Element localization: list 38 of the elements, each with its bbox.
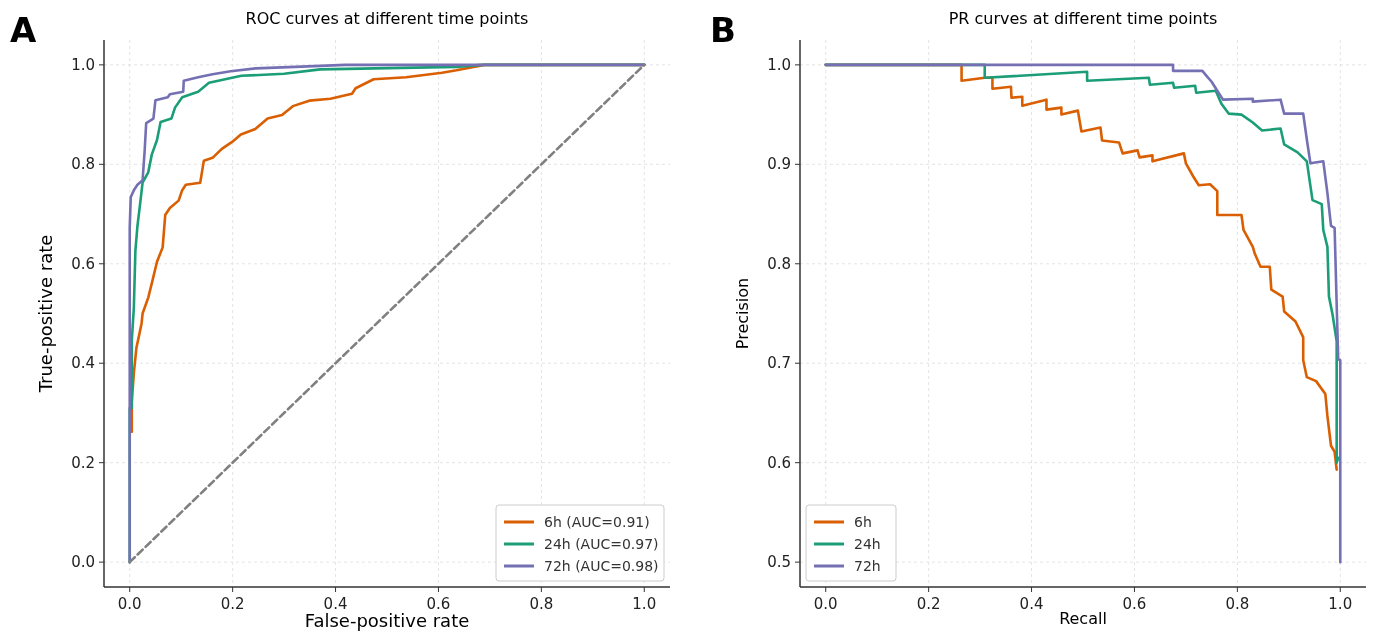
legend-label: 6h (AUC=0.91): [544, 514, 650, 530]
legend-label: 6h: [854, 514, 872, 530]
chart-title: PR curves at different time points: [948, 9, 1218, 28]
y-axis-title: Precision: [733, 277, 752, 350]
x-tick-label: 0.2: [916, 595, 941, 613]
x-tick-label: 0.4: [1019, 595, 1044, 613]
y-axis-title: True-positive rate: [35, 234, 56, 394]
x-tick-label: 0.0: [813, 595, 838, 613]
x-tick-label: 1.0: [1328, 595, 1353, 613]
y-tick-label: 0.4: [71, 354, 95, 373]
y-tick-label: 0.0: [71, 553, 95, 572]
y-tick-label: 0.9: [767, 155, 791, 174]
x-tick-label: 1.0: [632, 595, 657, 613]
y-tick-label: 0.8: [71, 155, 95, 174]
x-tick-label: 0.6: [1122, 595, 1147, 613]
y-tick-label: 0.8: [767, 254, 791, 273]
x-tick-label: 0.8: [529, 595, 554, 613]
y-tick-label: 0.6: [71, 254, 95, 273]
text: A: [10, 10, 37, 50]
y-tick-label: 0.6: [767, 453, 791, 472]
x-axis-title: Recall: [1059, 609, 1107, 628]
y-tick-label: 0.5: [767, 553, 791, 572]
legend-label: 24h (AUC=0.97): [544, 536, 659, 552]
x-axis-title: False-positive rate: [304, 610, 470, 631]
text: B: [710, 10, 736, 50]
y-tick-label: 1.0: [767, 55, 791, 74]
y-tick-label: 0.2: [71, 453, 95, 472]
y-tick-label: 1.0: [71, 55, 95, 74]
y-tick-label: 0.7: [767, 354, 791, 373]
x-tick-label: 0.0: [117, 595, 142, 613]
legend-label: 72h (AUC=0.98): [544, 558, 659, 574]
x-tick-label: 0.6: [426, 595, 451, 613]
x-tick-label: 0.8: [1225, 595, 1250, 613]
legend-label: 24h: [854, 536, 881, 552]
legend-label: 72h: [854, 558, 881, 574]
x-tick-label: 0.2: [220, 595, 245, 613]
x-tick-label: 0.4: [323, 595, 348, 613]
chart-title: ROC curves at different time points: [245, 9, 529, 28]
